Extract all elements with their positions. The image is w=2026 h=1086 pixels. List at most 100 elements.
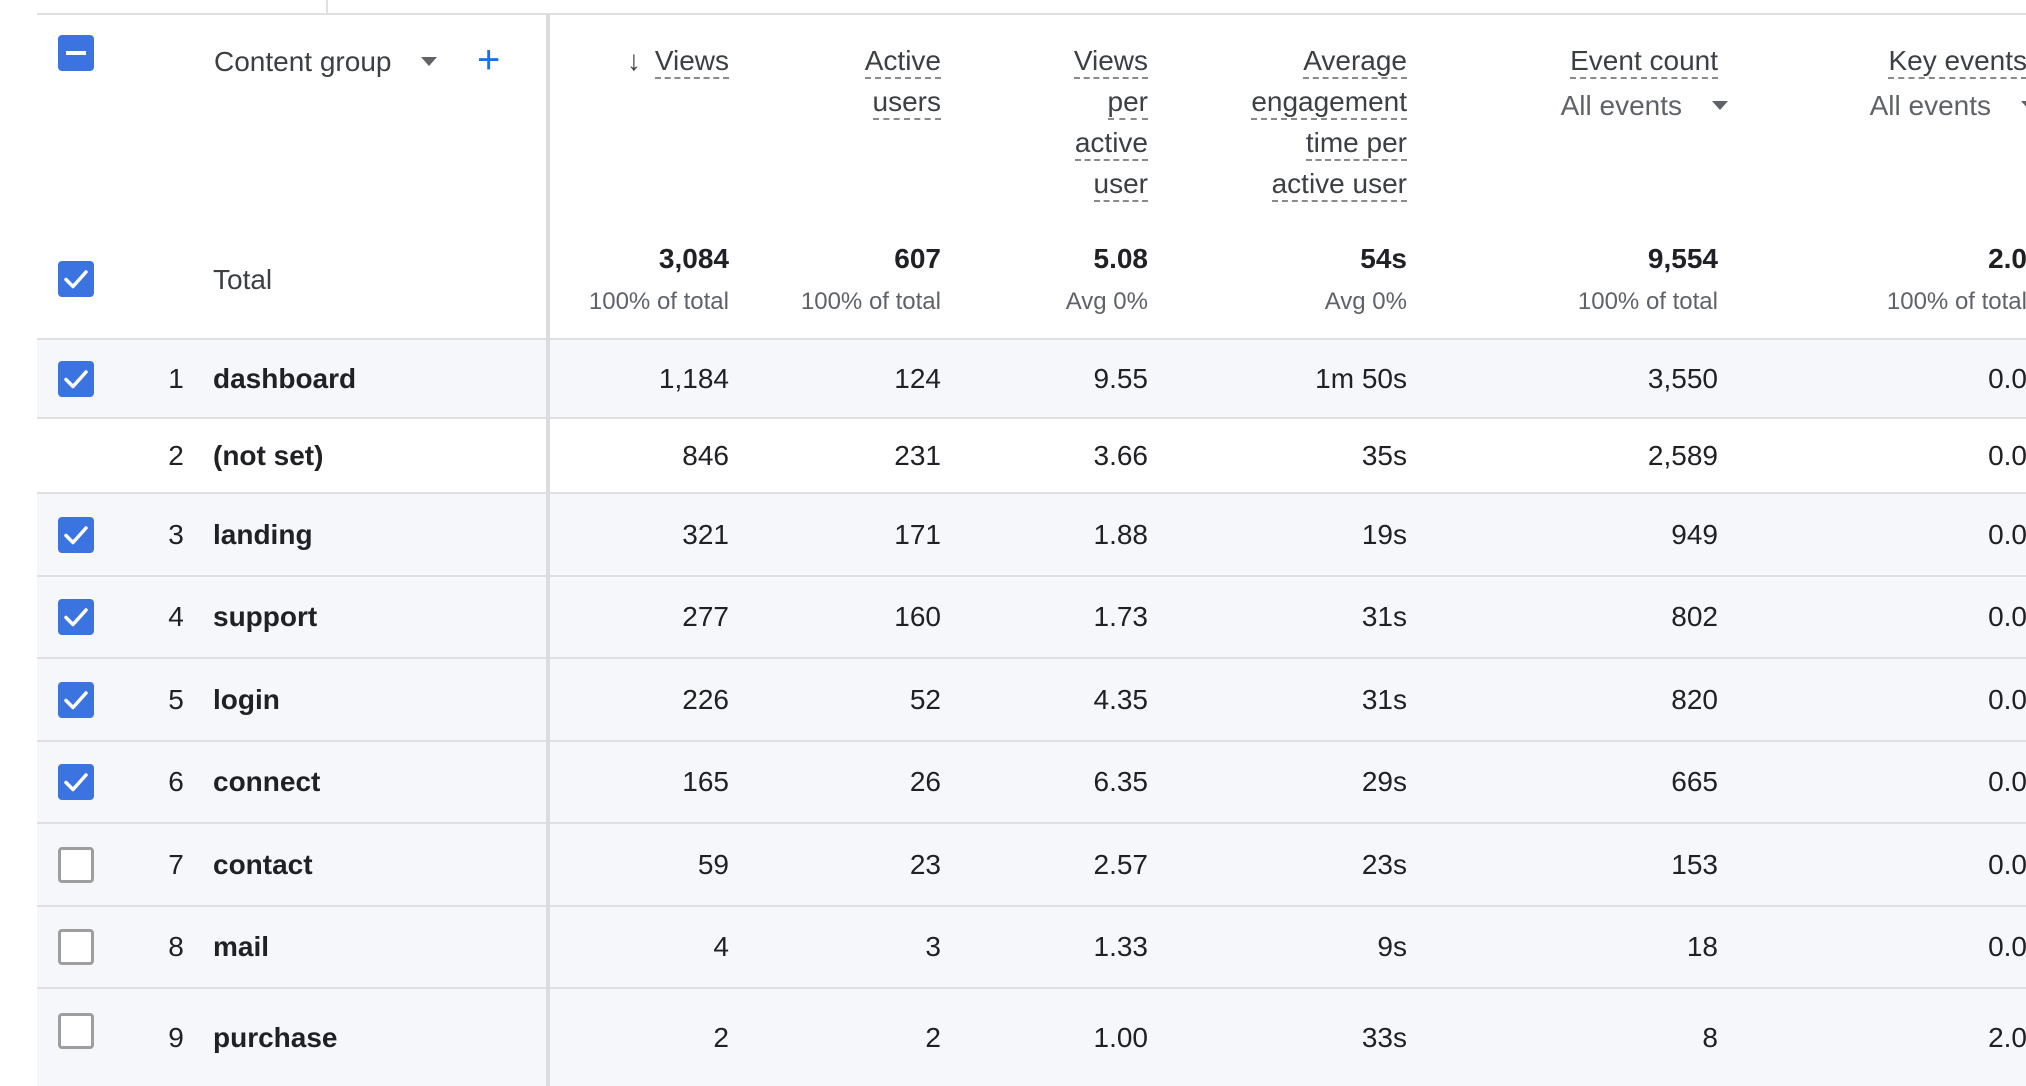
column-header-line: Views [1073, 40, 1148, 81]
column-header-line: active user [1251, 163, 1407, 204]
row-content-group[interactable]: support [213, 601, 318, 632]
total-views: 3,084 [658, 243, 729, 274]
row-checkbox[interactable] [58, 764, 94, 800]
total-event-count: 9,554 [1647, 243, 1718, 274]
row-rank: 3 [168, 519, 184, 550]
column-header-active-users[interactable]: Active users [864, 40, 941, 122]
cell-views: 321 [682, 519, 729, 550]
dropdown-caret-icon [421, 57, 438, 67]
row-rank: 8 [168, 931, 184, 962]
column-header-text: Active [864, 45, 941, 79]
column-header-views[interactable]: ↓ Views [627, 40, 729, 81]
total-active-users-share: 100% of total [800, 288, 941, 315]
table-row[interactable]: 9 purchase 2 2 1.00 33s 8 2.0 [37, 987, 2026, 1086]
add-dimension-button[interactable]: + [477, 38, 501, 82]
table-top-separator [326, 0, 328, 13]
column-header-text: Key events [1888, 45, 2026, 79]
cell-event-count: 8 [1702, 1022, 1718, 1053]
row-rank: 7 [168, 849, 184, 880]
row-rank: 6 [168, 766, 184, 797]
cell-avg-engagement-time: 33s [1361, 1022, 1407, 1053]
total-key-events: 2.0 [1988, 243, 2026, 274]
cell-event-count: 2,589 [1647, 440, 1718, 471]
row-checkbox[interactable] [58, 929, 94, 965]
column-header-line: engagement [1251, 81, 1407, 122]
row-content-group[interactable]: login [213, 684, 280, 715]
cell-views-per-active-user: 2.57 [1093, 849, 1149, 880]
column-header-text: per [1107, 86, 1148, 120]
cell-views: 59 [697, 849, 729, 880]
row-checkbox[interactable] [58, 599, 94, 635]
column-header-line: Key events [1888, 40, 2026, 81]
column-header-line: time per [1251, 122, 1407, 163]
row-content-group[interactable]: purchase [213, 1022, 338, 1053]
table-row[interactable]: 3 landing 321 171 1.88 19s 949 0.0 [37, 492, 2026, 575]
row-checkbox[interactable] [58, 682, 94, 718]
row-content-group[interactable]: (not set) [213, 440, 324, 471]
table-row[interactable]: 7 contact 59 23 2.57 23s 153 0.0 [37, 822, 2026, 905]
cell-active-users: 171 [894, 519, 941, 550]
cell-key-events: 0.0 [1988, 601, 2026, 632]
table-row[interactable]: 6 connect 165 26 6.35 29s 665 0.0 [37, 740, 2026, 822]
select-all-checkbox[interactable] [58, 35, 94, 71]
checkbox-checked-icon [64, 370, 88, 389]
cell-views-per-active-user: 9.55 [1093, 363, 1149, 394]
cell-views: 2 [713, 1022, 729, 1053]
column-header-line: Event count [1570, 40, 1718, 81]
cell-event-count: 820 [1671, 684, 1718, 715]
cell-active-users: 52 [909, 684, 941, 715]
row-content-group[interactable]: landing [213, 519, 313, 550]
column-header-views-per-active-user[interactable]: Views per active user [1073, 40, 1148, 204]
cell-event-count: 665 [1671, 766, 1718, 797]
row-content-group[interactable]: contact [213, 849, 313, 880]
metric-selector-key-events[interactable]: All events [1870, 90, 2026, 122]
row-rank: 5 [168, 684, 184, 715]
cell-views: 1,184 [658, 363, 729, 394]
dimension-selector[interactable]: Content group [214, 46, 438, 78]
cell-event-count: 3,550 [1647, 363, 1718, 394]
column-header-text: users [872, 86, 941, 120]
row-checkbox[interactable] [58, 517, 94, 553]
cell-active-users: 2 [925, 1022, 941, 1053]
row-content-group[interactable]: connect [213, 766, 321, 797]
metric-selector-event-count[interactable]: All events [1561, 90, 1728, 122]
table-row[interactable]: 1 dashboard 1,184 124 9.55 1m 50s 3,550 0.0 [37, 338, 2026, 417]
table-row[interactable]: 8 mail 4 3 1.33 9s 18 0.0 [37, 905, 2026, 987]
table-row[interactable]: 4 support 277 160 1.73 31s 802 0.0 [37, 575, 2026, 657]
row-checkbox[interactable] [58, 361, 94, 397]
data-table: Content group + ↓ Views Active users Views pe… [37, 13, 2026, 1086]
row-content-group[interactable]: dashboard [213, 363, 357, 394]
total-key-events-share: 100% of total [1886, 288, 2026, 315]
table-row[interactable]: 2 (not set) 846 231 3.66 35s 2,589 0.0 [37, 417, 2026, 492]
cell-views-per-active-user: 1.88 [1093, 519, 1149, 550]
column-header-line: users [865, 81, 941, 122]
select-all-indeterminate-icon [66, 51, 86, 55]
column-header-text: active user [1271, 168, 1407, 202]
column-header-event-count[interactable]: Event count [1570, 40, 1718, 81]
cell-views: 846 [682, 440, 729, 471]
total-avg-engagement-time-share: Avg 0% [1324, 288, 1407, 315]
row-checkbox[interactable] [58, 847, 94, 883]
checkbox-checked-icon [64, 526, 88, 545]
cell-key-events: 0.0 [1988, 363, 2026, 394]
row-content-group[interactable]: mail [213, 931, 270, 962]
column-header-key-events[interactable]: Key events [1888, 40, 2026, 81]
cell-views-per-active-user: 1.33 [1093, 931, 1149, 962]
row-checkbox[interactable] [58, 1013, 94, 1049]
column-header-text: time per [1305, 127, 1407, 161]
cell-event-count: 949 [1671, 519, 1718, 550]
checkbox-checked-icon [64, 608, 88, 627]
table-row[interactable]: 5 login 226 52 4.35 31s 820 0.0 [37, 657, 2026, 740]
total-active-users: 607 [894, 243, 941, 274]
total-views-share: 100% of total [588, 288, 729, 315]
total-views-per-active-user-share: Avg 0% [1065, 288, 1148, 315]
metric-selector-label: All events [1869, 90, 1991, 121]
cell-avg-engagement-time: 31s [1361, 601, 1407, 632]
total-checkbox[interactable] [58, 261, 94, 297]
column-header-text: Views [654, 45, 729, 79]
column-header-line: Average [1251, 40, 1407, 81]
row-rank: 9 [168, 1022, 184, 1053]
cell-avg-engagement-time: 35s [1361, 440, 1407, 471]
cell-active-users: 231 [894, 440, 941, 471]
column-header-avg-engagement-time[interactable]: Average engagement time per active user [1251, 40, 1407, 204]
